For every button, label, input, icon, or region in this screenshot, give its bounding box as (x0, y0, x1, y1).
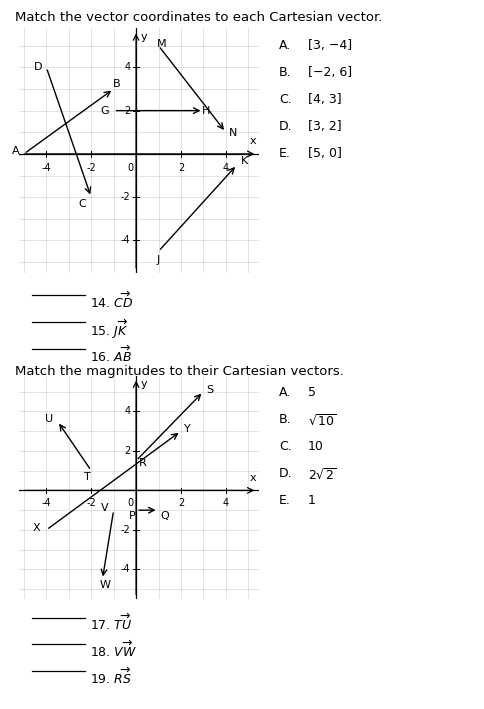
Text: 0: 0 (127, 498, 133, 508)
Text: -4: -4 (42, 162, 51, 172)
Text: 2: 2 (178, 498, 184, 508)
Text: B.: B. (278, 413, 291, 426)
Text: E.: E. (278, 494, 290, 507)
Text: B: B (112, 79, 120, 89)
Text: -2: -2 (86, 498, 96, 508)
Text: J: J (156, 255, 160, 265)
Text: D.: D. (278, 467, 292, 480)
Text: -2: -2 (121, 525, 130, 535)
Text: y: y (140, 379, 147, 389)
Text: 19. $\overrightarrow{RS}$: 19. $\overrightarrow{RS}$ (90, 667, 132, 687)
Text: B.: B. (278, 66, 291, 79)
Text: x: x (249, 136, 256, 146)
Text: A.: A. (278, 386, 290, 399)
Text: D.: D. (278, 120, 292, 133)
Text: [3, 2]: [3, 2] (307, 120, 341, 133)
Text: X: X (33, 523, 41, 533)
Text: $2\sqrt{2}$: $2\sqrt{2}$ (307, 467, 336, 482)
Text: 1: 1 (307, 494, 315, 507)
Text: Match the magnitudes to their Cartesian vectors.: Match the magnitudes to their Cartesian … (15, 365, 343, 378)
Text: 14. $\overrightarrow{CD}$: 14. $\overrightarrow{CD}$ (90, 291, 133, 311)
Text: 4: 4 (124, 406, 130, 416)
Text: 4: 4 (222, 162, 228, 172)
Text: 5: 5 (307, 386, 315, 399)
Text: E.: E. (278, 147, 290, 160)
Text: 16. $\overrightarrow{AB}$: 16. $\overrightarrow{AB}$ (90, 345, 132, 364)
Text: [5, 0]: [5, 0] (307, 147, 341, 160)
Text: Q: Q (160, 511, 169, 521)
Text: 4: 4 (222, 498, 228, 508)
Text: [4, 3]: [4, 3] (307, 93, 341, 106)
Text: C.: C. (278, 440, 291, 453)
Text: U: U (45, 414, 53, 424)
Text: -2: -2 (86, 162, 96, 172)
Text: H: H (201, 106, 210, 116)
Text: K: K (240, 157, 247, 167)
Text: [3, −4]: [3, −4] (307, 39, 351, 52)
Text: 2: 2 (178, 162, 184, 172)
Text: 18. $\overrightarrow{VW}$: 18. $\overrightarrow{VW}$ (90, 640, 136, 660)
Text: $\sqrt{10}$: $\sqrt{10}$ (307, 413, 336, 428)
Text: D: D (34, 62, 43, 72)
Text: R: R (138, 458, 146, 468)
Text: -2: -2 (121, 192, 130, 202)
Text: V: V (101, 503, 109, 513)
Text: N: N (228, 128, 237, 138)
Text: [−2, 6]: [−2, 6] (307, 66, 351, 79)
Text: 10: 10 (307, 440, 323, 453)
Text: T: T (84, 471, 91, 481)
Text: W: W (99, 580, 110, 591)
Text: 2: 2 (124, 446, 130, 456)
Text: C: C (78, 199, 86, 208)
Text: -4: -4 (121, 235, 130, 245)
Text: 4: 4 (124, 62, 130, 72)
Text: Match the vector coordinates to each Cartesian vector.: Match the vector coordinates to each Car… (15, 11, 381, 23)
Text: S: S (206, 384, 213, 395)
Text: G: G (100, 106, 108, 116)
Text: A.: A. (278, 39, 290, 52)
Text: x: x (249, 474, 256, 484)
Text: -4: -4 (42, 498, 51, 508)
Text: 2: 2 (124, 106, 130, 116)
Text: P: P (129, 511, 136, 521)
Text: -4: -4 (121, 564, 130, 574)
Text: 0: 0 (127, 162, 133, 172)
Text: 17. $\overrightarrow{TU}$: 17. $\overrightarrow{TU}$ (90, 613, 132, 633)
Text: M: M (156, 38, 166, 48)
Text: C.: C. (278, 93, 291, 106)
Text: y: y (140, 32, 147, 42)
Text: A: A (12, 145, 20, 156)
Text: 15. $\overrightarrow{JK}$: 15. $\overrightarrow{JK}$ (90, 318, 128, 341)
Text: Y: Y (183, 424, 190, 434)
